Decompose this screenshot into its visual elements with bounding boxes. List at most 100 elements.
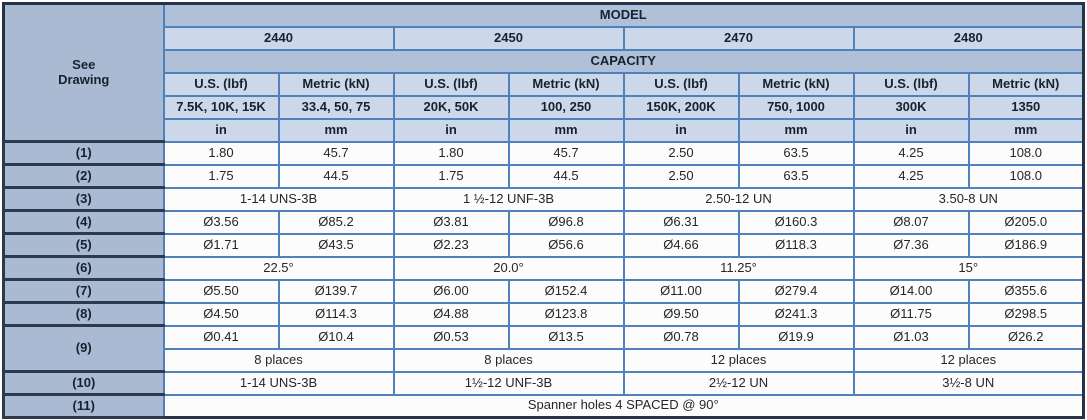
capacity-value: 33.4, 50, 75 <box>277 94 395 120</box>
value-cell: 45.7 <box>507 140 625 166</box>
table-row: U.S. (lbf) Metric (kN) U.S. (lbf) Metric (k… <box>4 71 1085 97</box>
value-cell: Ø3.56 <box>162 209 280 235</box>
capacity-value: 20K, 50K <box>392 94 510 120</box>
capacity-header: CAPACITY <box>162 48 1085 74</box>
table-row: See Drawing MODEL <box>2 2 1085 143</box>
value-cell: Ø205.0 <box>967 209 1085 235</box>
model-header: MODEL <box>162 2 1085 28</box>
value-cell: Ø43.5 <box>277 232 395 258</box>
row-label-11: (11) <box>2 393 165 419</box>
value-cell: 108.0 <box>967 140 1085 166</box>
value-cell: Ø13.5 <box>507 324 625 350</box>
table-row: CAPACITY <box>4 48 1085 74</box>
metric-kn-header: Metric (kN) <box>967 71 1085 97</box>
value-cell: 1.75 <box>162 163 280 189</box>
table-row: (6) 22.5° 20.0° 11.25° 15° <box>2 255 1085 281</box>
unit-header: in <box>392 117 510 143</box>
row-label-7: (7) <box>2 278 165 304</box>
value-cell: Ø0.78 <box>622 324 740 350</box>
value-cell: Ø355.6 <box>967 278 1085 304</box>
metric-kn-header: Metric (kN) <box>507 71 625 97</box>
table-row: 8 places 8 places 12 places 12 places <box>4 347 1085 373</box>
value-cell: 63.5 <box>737 140 855 166</box>
value-cell: Ø186.9 <box>967 232 1085 258</box>
us-lbf-header: U.S. (lbf) <box>162 71 280 97</box>
value-cell: 45.7 <box>277 140 395 166</box>
row-label-9: (9) <box>2 324 165 373</box>
value-cell: 2.50-12 UN <box>622 186 855 212</box>
unit-header: in <box>622 117 740 143</box>
value-cell: 4.25 <box>852 163 970 189</box>
value-cell: 8 places <box>392 347 625 373</box>
value-cell: 11.25° <box>622 255 855 281</box>
capacity-value: 100, 250 <box>507 94 625 120</box>
value-cell: Ø4.50 <box>162 301 280 327</box>
us-lbf-header: U.S. (lbf) <box>392 71 510 97</box>
value-cell: 2.50 <box>622 163 740 189</box>
value-cell: 1.80 <box>392 140 510 166</box>
value-cell: 1 ½-12 UNF-3B <box>392 186 625 212</box>
capacity-value: 300K <box>852 94 970 120</box>
value-cell: 108.0 <box>967 163 1085 189</box>
value-cell: Ø9.50 <box>622 301 740 327</box>
value-cell: Ø1.03 <box>852 324 970 350</box>
value-cell: 44.5 <box>277 163 395 189</box>
row-label-6: (6) <box>2 255 165 281</box>
value-cell: Ø8.07 <box>852 209 970 235</box>
value-cell: 3½-8 UN <box>852 370 1085 396</box>
table-row: (4) Ø3.56 Ø85.2 Ø3.81 Ø96.8 Ø6.31 Ø160.3 Ø8.07 Ø… <box>2 209 1085 235</box>
row-label-5: (5) <box>2 232 165 258</box>
unit-header: mm <box>507 117 625 143</box>
table-row: (1) 1.80 45.7 1.80 45.7 2.50 63.5 4.25 108.0 <box>2 140 1085 166</box>
value-cell: Ø56.6 <box>507 232 625 258</box>
capacity-value: 7.5K, 10K, 15K <box>162 94 280 120</box>
row-label-10: (10) <box>2 370 165 396</box>
model-2470-header: 2470 <box>622 25 855 51</box>
value-cell: 63.5 <box>737 163 855 189</box>
value-cell: Ø26.2 <box>967 324 1085 350</box>
value-cell: 3.50-8 UN <box>852 186 1085 212</box>
value-cell: Ø139.7 <box>277 278 395 304</box>
unit-header: mm <box>967 117 1085 143</box>
value-cell: 1-14 UNS-3B <box>162 370 395 396</box>
value-cell: 2.50 <box>622 140 740 166</box>
value-cell: Ø152.4 <box>507 278 625 304</box>
value-cell: 1.80 <box>162 140 280 166</box>
value-cell: Ø96.8 <box>507 209 625 235</box>
row-label-4: (4) <box>2 209 165 235</box>
value-cell: Ø279.4 <box>737 278 855 304</box>
model-2440-header: 2440 <box>162 25 395 51</box>
value-cell: 22.5° <box>162 255 395 281</box>
value-cell: Ø1.71 <box>162 232 280 258</box>
value-cell: Ø123.8 <box>507 301 625 327</box>
model-2450-header: 2450 <box>392 25 625 51</box>
table-row: in mm in mm in mm in mm <box>4 117 1085 143</box>
table-row: 7.5K, 10K, 15K 33.4, 50, 75 20K, 50K 100, 2… <box>4 94 1085 120</box>
value-cell: Ø5.50 <box>162 278 280 304</box>
value-cell: Ø298.5 <box>967 301 1085 327</box>
value-cell: Ø118.3 <box>737 232 855 258</box>
row-label-1: (1) <box>2 140 165 166</box>
see-drawing-header: See Drawing <box>2 2 165 143</box>
value-cell: Ø10.4 <box>277 324 395 350</box>
unit-header: mm <box>277 117 395 143</box>
table-row: (7) Ø5.50 Ø139.7 Ø6.00 Ø152.4 Ø11.00 Ø279.4 Ø14… <box>2 278 1085 304</box>
value-cell: Ø2.23 <box>392 232 510 258</box>
value-cell: 44.5 <box>507 163 625 189</box>
value-cell: Ø14.00 <box>852 278 970 304</box>
value-cell: Ø6.00 <box>392 278 510 304</box>
value-cell: Ø85.2 <box>277 209 395 235</box>
value-cell: 20.0° <box>392 255 625 281</box>
value-cell: Ø7.36 <box>852 232 970 258</box>
us-lbf-header: U.S. (lbf) <box>622 71 740 97</box>
value-cell: Ø4.66 <box>622 232 740 258</box>
table-row: (10) 1-14 UNS-3B 1½-12 UNF-3B 2½-12 UN 3½-8 … <box>2 370 1085 396</box>
value-cell: Ø3.81 <box>392 209 510 235</box>
value-cell: Ø11.00 <box>622 278 740 304</box>
unit-header: in <box>852 117 970 143</box>
row-label-3: (3) <box>2 186 165 212</box>
table-row: (9) Ø0.41 Ø10.4 Ø0.53 Ø13.5 Ø0.78 Ø19.9 Ø1.03 Ø2… <box>2 324 1085 373</box>
value-cell: 1½-12 UNF-3B <box>392 370 625 396</box>
